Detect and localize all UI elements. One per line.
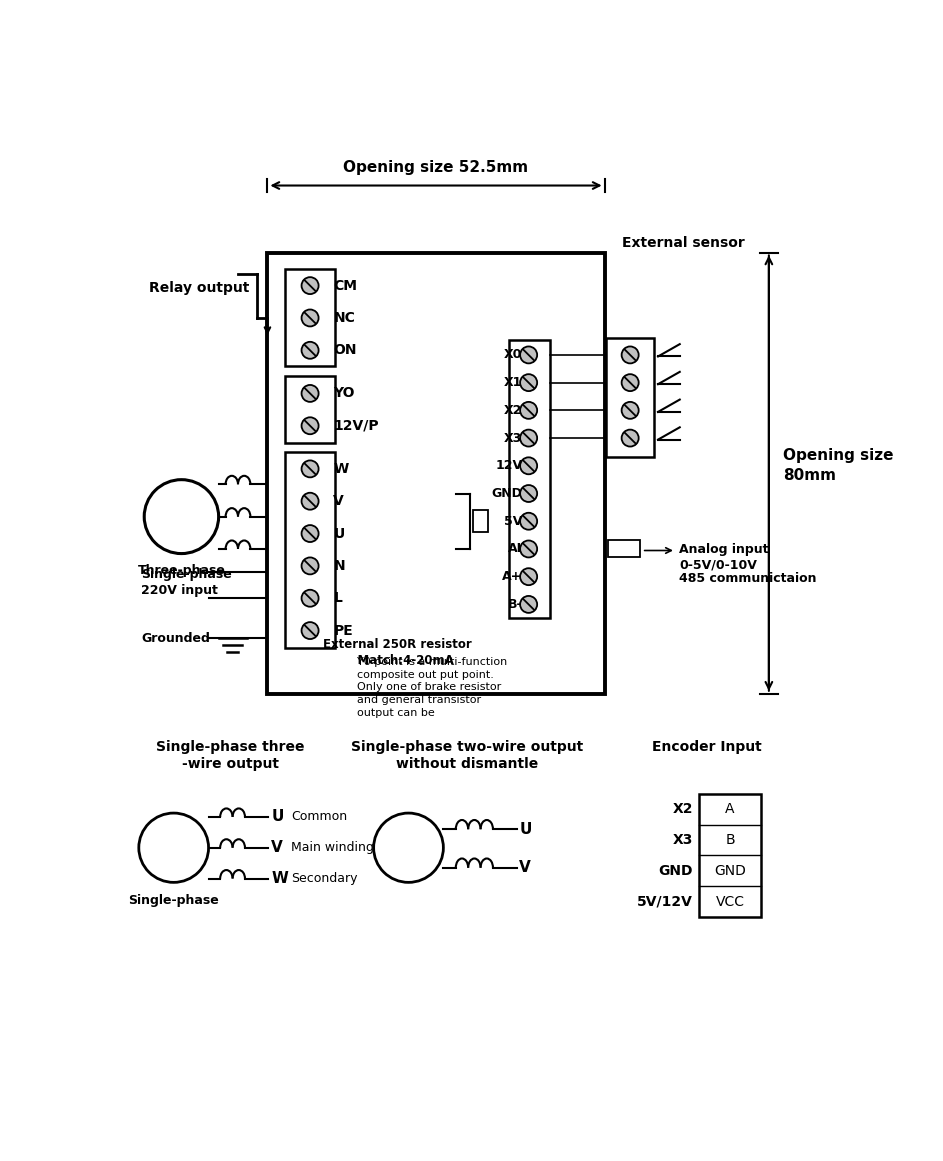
Text: Single-phase: Single-phase [128, 894, 219, 907]
Bar [285, 452, 335, 648]
Text: X3: X3 [505, 432, 522, 445]
Bar [285, 376, 335, 442]
Text: GND: GND [658, 864, 693, 878]
Text: PE: PE [333, 623, 353, 637]
Text: External sensor: External sensor [621, 237, 744, 251]
Circle shape [302, 525, 319, 542]
Circle shape [302, 622, 319, 639]
Text: X0: X0 [505, 348, 522, 361]
Circle shape [139, 813, 208, 882]
Text: X2: X2 [672, 802, 693, 816]
Text: B: B [725, 834, 735, 848]
Circle shape [302, 461, 319, 477]
Text: ON: ON [333, 344, 356, 358]
Text: Grounded: Grounded [141, 632, 210, 644]
Text: CM: CM [333, 279, 357, 293]
Circle shape [144, 479, 219, 554]
Text: 5V/12V: 5V/12V [637, 895, 693, 909]
Text: VCC: VCC [716, 895, 745, 909]
Text: X3: X3 [672, 834, 693, 848]
Text: B-: B- [507, 598, 522, 611]
Text: Opening size 52.5mm: Opening size 52.5mm [343, 160, 529, 175]
Text: A: A [725, 802, 735, 816]
Circle shape [521, 457, 538, 475]
Circle shape [521, 568, 538, 585]
Text: U: U [272, 809, 284, 824]
Bar [285, 268, 335, 366]
Circle shape [621, 346, 638, 363]
Text: Single-phase two-wire output
without dismantle: Single-phase two-wire output without dis… [351, 740, 583, 771]
Text: AI: AI [508, 542, 522, 555]
Circle shape [521, 596, 538, 613]
Bar [268, 252, 604, 694]
Text: External 250R resistor
    Match:4-20mA: External 250R resistor Match:4-20mA [323, 639, 472, 668]
Text: M: M [165, 835, 183, 853]
Bar [607, 540, 640, 556]
Circle shape [521, 430, 538, 447]
Text: NC: NC [333, 311, 356, 325]
Text: Secondary: Secondary [291, 872, 358, 885]
Text: Relay output: Relay output [149, 281, 249, 295]
Text: N: N [333, 558, 345, 572]
Text: W: W [272, 871, 289, 886]
Circle shape [521, 402, 538, 419]
Circle shape [302, 385, 319, 402]
Circle shape [621, 374, 638, 391]
Text: V: V [272, 841, 283, 856]
Bar [472, 511, 488, 532]
Text: GND: GND [714, 864, 746, 878]
Circle shape [521, 374, 538, 391]
Text: 12V/P: 12V/P [333, 419, 379, 433]
Text: Analog input
0-5V/0-10V: Analog input 0-5V/0-10V [679, 543, 769, 572]
Circle shape [521, 485, 538, 502]
Text: Opening size
80mm: Opening size 80mm [783, 448, 893, 483]
Text: 485 communictaion: 485 communictaion [679, 572, 817, 585]
Text: Single-phase three
-wire output: Single-phase three -wire output [156, 740, 305, 771]
Bar [699, 794, 761, 917]
Text: V: V [333, 495, 344, 509]
Text: X2: X2 [505, 404, 522, 417]
Text: L: L [333, 591, 342, 605]
Text: V: V [520, 860, 531, 875]
Circle shape [521, 541, 538, 557]
Text: X1: X1 [505, 376, 522, 389]
Text: 12V: 12V [495, 460, 522, 473]
Text: YO: YO [333, 387, 355, 401]
Circle shape [373, 813, 443, 882]
Text: W: W [333, 462, 349, 476]
Text: GND: GND [491, 486, 522, 500]
Text: Single-phase
220V input: Single-phase 220V input [141, 568, 232, 597]
Circle shape [521, 513, 538, 529]
Circle shape [302, 557, 319, 575]
Circle shape [302, 492, 319, 510]
Text: M: M [400, 835, 418, 853]
Circle shape [521, 346, 538, 363]
Text: M: M [172, 503, 191, 522]
Bar [606, 338, 654, 457]
Text: Encoder Input: Encoder Input [652, 740, 762, 753]
Text: Three-phase: Three-phase [138, 564, 225, 577]
Text: Main winding: Main winding [291, 842, 374, 854]
Text: U: U [333, 527, 344, 541]
Text: 5V: 5V [505, 514, 522, 528]
Circle shape [302, 277, 319, 294]
Bar [509, 339, 550, 619]
Circle shape [302, 310, 319, 326]
Circle shape [302, 590, 319, 607]
Text: Y0 point is a multi-function
composite out put point.
Only one of brake resistor: Y0 point is a multi-function composite o… [356, 657, 506, 717]
Text: Common: Common [291, 810, 348, 823]
Circle shape [621, 402, 638, 419]
Circle shape [302, 341, 319, 359]
Circle shape [302, 417, 319, 434]
Text: A+: A+ [503, 570, 522, 583]
Circle shape [621, 430, 638, 447]
Text: U: U [520, 822, 532, 837]
